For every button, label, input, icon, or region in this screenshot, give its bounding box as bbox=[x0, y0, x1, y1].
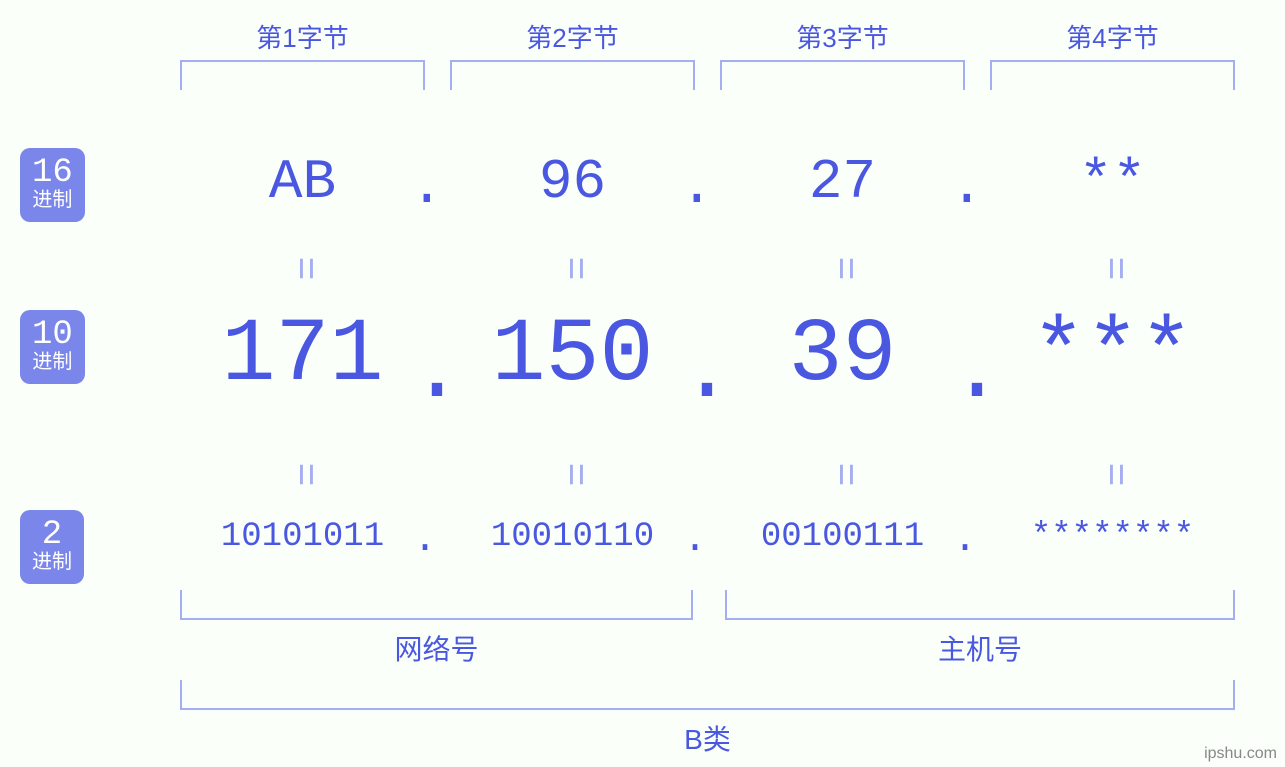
dec-dot-1: . bbox=[410, 322, 440, 424]
top-bracket-2 bbox=[450, 60, 695, 90]
class-bracket bbox=[180, 680, 1235, 710]
hex-dot-2: . bbox=[680, 155, 710, 219]
hex-value-1: AB bbox=[180, 150, 425, 214]
top-bracket-1 bbox=[180, 60, 425, 90]
hex-value-2: 96 bbox=[450, 150, 695, 214]
hex-dot-1: . bbox=[410, 155, 440, 219]
badge-sub: 进制 bbox=[32, 354, 73, 374]
equals-0-1: = bbox=[550, 249, 595, 289]
equals-1-2: = bbox=[820, 455, 865, 495]
hex-value-4: ** bbox=[990, 150, 1235, 214]
hex-dot-3: . bbox=[950, 155, 980, 219]
bin-value-1: 10101011 bbox=[180, 518, 425, 556]
dec-dot-3: . bbox=[950, 322, 980, 424]
badge-sub: 进制 bbox=[32, 554, 72, 574]
dec-value-3: 39 bbox=[720, 305, 965, 407]
badge-num: 10 bbox=[32, 318, 73, 352]
bin-dot-1: . bbox=[410, 518, 440, 563]
equals-0-3: = bbox=[1090, 249, 1135, 289]
dec-value-2: 150 bbox=[450, 305, 695, 407]
bin-value-3: 00100111 bbox=[720, 518, 965, 556]
bottom-bracket-1 bbox=[725, 590, 1235, 620]
equals-1-1: = bbox=[550, 455, 595, 495]
dec-dot-2: . bbox=[680, 322, 710, 424]
bottom-label-1: 主机号 bbox=[725, 628, 1235, 668]
dec-value-4: *** bbox=[990, 305, 1235, 407]
watermark: ipshu.com bbox=[1204, 745, 1277, 763]
class-label: B类 bbox=[180, 718, 1235, 758]
top-bracket-4 bbox=[990, 60, 1235, 90]
top-bracket-3 bbox=[720, 60, 965, 90]
badge-num: 16 bbox=[32, 156, 73, 190]
byte-header-1: 第1字节 bbox=[180, 18, 425, 55]
equals-0-2: = bbox=[820, 249, 865, 289]
bin-value-4: ******** bbox=[990, 518, 1235, 556]
bin-value-2: 10010110 bbox=[450, 518, 695, 556]
badge-num: 2 bbox=[32, 518, 72, 552]
byte-header-2: 第2字节 bbox=[450, 18, 695, 55]
bin-dot-2: . bbox=[680, 518, 710, 563]
byte-header-4: 第4字节 bbox=[990, 18, 1235, 55]
bottom-label-0: 网络号 bbox=[180, 628, 693, 668]
badge-sub: 进制 bbox=[32, 192, 73, 212]
bin-dot-3: . bbox=[950, 518, 980, 563]
base-badge-10: 10进制 bbox=[20, 310, 85, 384]
equals-1-0: = bbox=[280, 455, 325, 495]
bottom-bracket-0 bbox=[180, 590, 693, 620]
hex-value-3: 27 bbox=[720, 150, 965, 214]
equals-1-3: = bbox=[1090, 455, 1135, 495]
dec-value-1: 171 bbox=[180, 305, 425, 407]
equals-0-0: = bbox=[280, 249, 325, 289]
byte-header-3: 第3字节 bbox=[720, 18, 965, 55]
base-badge-2: 2进制 bbox=[20, 510, 84, 584]
base-badge-16: 16进制 bbox=[20, 148, 85, 222]
